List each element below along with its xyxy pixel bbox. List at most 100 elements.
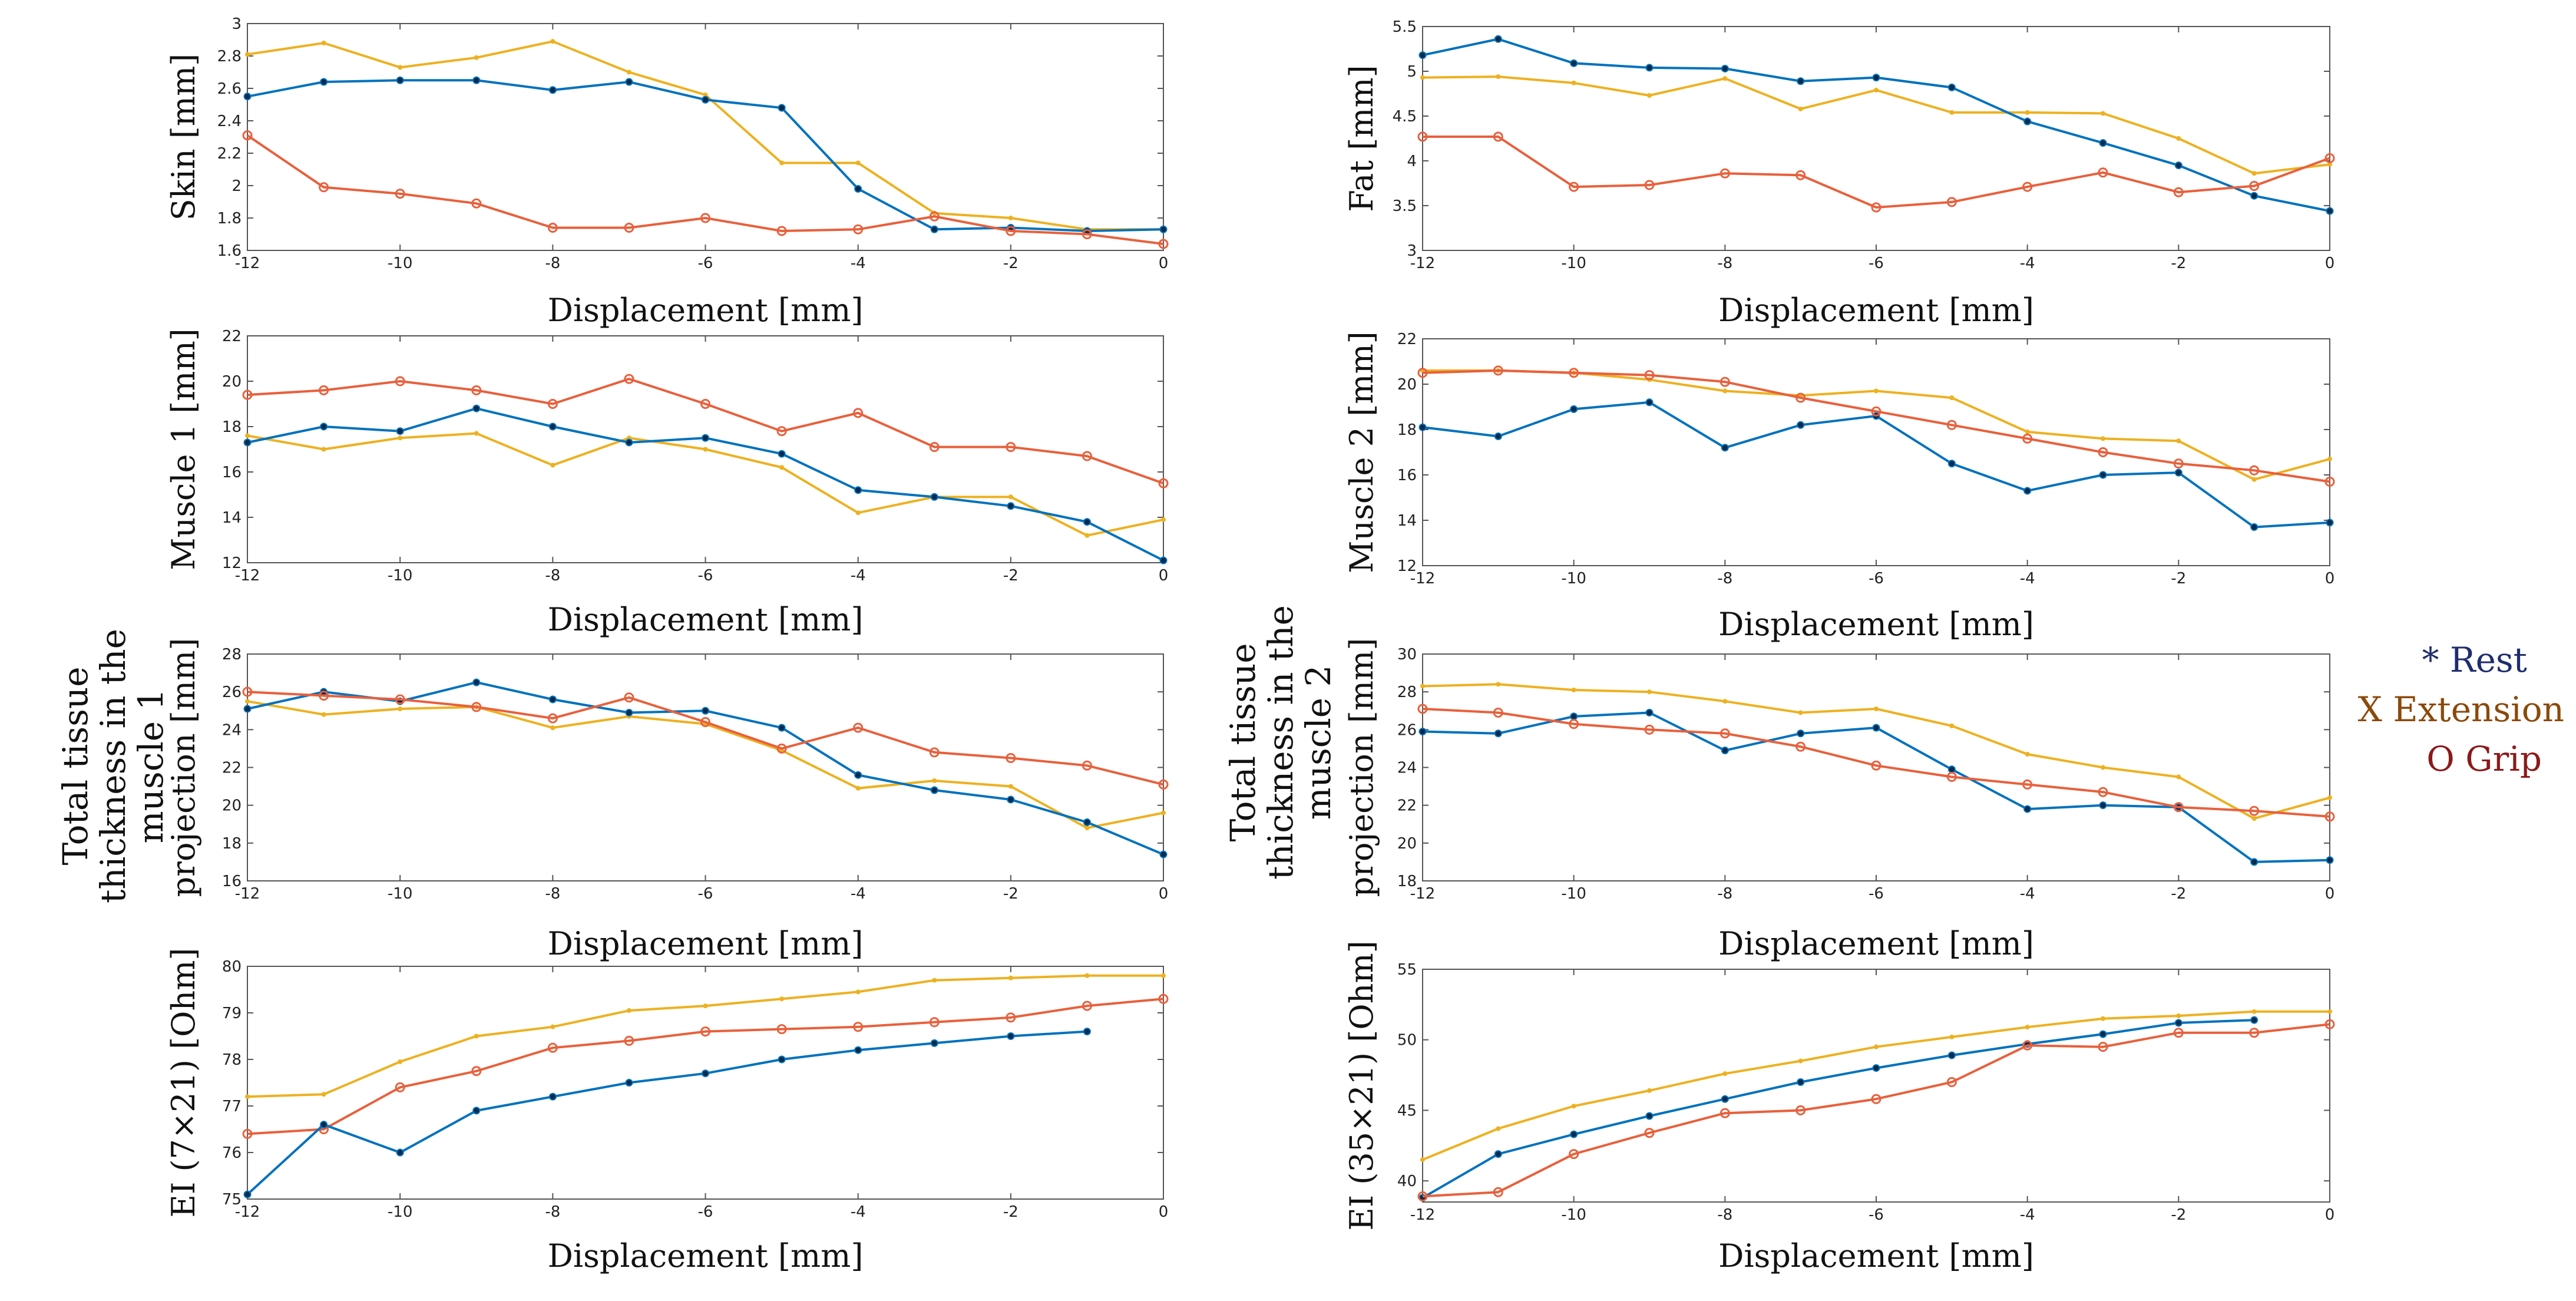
y-axis-label: Muscle 1 [mm]	[165, 328, 202, 570]
data-point-rest	[1007, 795, 1015, 804]
x-tick-label: -10	[388, 1203, 412, 1221]
data-point-grip	[1158, 779, 1169, 790]
x-tick-label: 0	[1159, 1203, 1169, 1221]
data-point-extension	[703, 1003, 708, 1009]
data-point-extension	[2327, 457, 2332, 462]
data-point-rest	[702, 706, 709, 715]
data-point-rest	[1159, 556, 1168, 564]
data-point-extension	[1647, 689, 1652, 695]
x-tick-label: -8	[545, 567, 560, 585]
data-point-rest	[1418, 423, 1427, 431]
data-point-extension	[1571, 687, 1576, 692]
data-point-rest	[2023, 117, 2032, 126]
x-axis-label: Displacement [mm]	[1718, 606, 2034, 643]
data-point-grip	[2173, 1028, 2184, 1038]
y-tick-label: 30	[1397, 646, 1417, 663]
data-point-rest	[1797, 1078, 1805, 1087]
y-tick-label: 45	[1397, 1102, 1417, 1120]
data-point-rest	[1083, 1028, 1091, 1036]
data-point-grip	[2324, 1019, 2335, 1029]
y-tick-label: 28	[1397, 683, 1417, 701]
data-point-rest	[930, 1039, 938, 1047]
x-tick-label: -10	[1561, 1206, 1586, 1224]
axes-frame	[247, 23, 1164, 251]
y-tick-label: 18	[1397, 873, 1417, 890]
data-point-extension	[1874, 87, 1879, 93]
y-tick-label: 79	[222, 1005, 242, 1022]
data-point-rest	[625, 78, 633, 86]
data-point-grip	[2173, 187, 2184, 197]
data-point-extension	[1647, 1088, 1652, 1093]
data-point-extension	[2101, 111, 2105, 116]
data-point-grip	[1644, 180, 1655, 190]
data-point-grip	[700, 1026, 710, 1037]
series-line-rest	[247, 407, 1164, 562]
series-grip	[242, 374, 1169, 488]
data-point-grip	[242, 130, 253, 141]
data-point-extension	[1949, 110, 1955, 115]
data-point-rest	[2326, 207, 2334, 215]
data-point-grip	[1082, 229, 1092, 239]
data-point-grip	[1795, 1105, 1806, 1115]
data-point-rest	[243, 93, 252, 101]
x-tick-label: -6	[698, 885, 713, 903]
data-point-rest	[2099, 139, 2107, 147]
data-point-extension	[1874, 1044, 1879, 1049]
data-point-grip	[1158, 993, 1169, 1004]
data-point-extension	[2025, 429, 2030, 434]
data-point-grip	[1569, 368, 1579, 378]
plots-group: -12 -10 -8 -6 -4 -2 0 1.6 1.8 2 2.2 2.4 2.6 2.8 3 Skin …	[165, 15, 2335, 1274]
data-point-rest	[2174, 161, 2183, 170]
data-point-extension	[398, 435, 403, 441]
data-point-rest	[1570, 59, 1578, 67]
data-point-rest	[396, 1148, 404, 1157]
data-point-rest	[854, 486, 862, 494]
data-point-rest	[854, 185, 862, 193]
data-point-extension	[2176, 136, 2181, 141]
data-point-extension	[245, 1094, 250, 1099]
x-tick-label: -6	[1869, 885, 1884, 903]
legend-rest: * Rest	[2422, 640, 2527, 680]
x-tick-label: -10	[388, 255, 412, 272]
data-point-grip	[1493, 707, 1503, 718]
data-point-extension	[1571, 1104, 1576, 1109]
series-grip	[1417, 365, 2335, 487]
data-point-extension	[398, 706, 403, 712]
data-point-extension	[1084, 533, 1090, 538]
data-point-grip	[700, 717, 710, 727]
series-rest	[1418, 35, 2334, 215]
data-point-grip	[1946, 197, 1957, 207]
series-line-rest	[1421, 1019, 2254, 1199]
y-tick-label: 22	[1397, 797, 1417, 815]
y-tick-label: 20	[222, 373, 242, 391]
data-point-grip	[1871, 760, 1881, 771]
data-point-extension	[2327, 795, 2332, 800]
data-point-rest	[2326, 856, 2334, 864]
x-axis-label: Displacement [mm]	[1718, 292, 2034, 329]
data-point-extension	[1008, 494, 1013, 500]
data-point-extension	[1161, 973, 1166, 978]
big-label-right-line3: muscle 2	[1298, 665, 1338, 820]
series-line-grip	[247, 998, 1164, 1135]
data-point-grip	[395, 189, 405, 199]
series-rest	[1418, 1016, 2258, 1202]
x-tick-label: -12	[235, 567, 260, 585]
axes-frame	[247, 653, 1164, 881]
y-tick-label: 1.6	[217, 242, 242, 260]
data-point-grip	[2324, 477, 2335, 487]
data-point-grip	[2249, 465, 2260, 476]
series-extension	[1420, 1009, 2332, 1163]
big-label-left-line1: Total tissue	[55, 666, 95, 865]
data-point-grip	[2098, 447, 2108, 457]
data-point-rest	[702, 434, 709, 442]
x-tick-label: -6	[1869, 255, 1884, 272]
big-label-right: Total tissue thickness in the muscle 2	[1223, 605, 1338, 880]
data-point-rest	[778, 724, 786, 732]
data-point-rest	[778, 450, 786, 458]
data-point-grip	[547, 223, 558, 233]
data-point-grip	[1158, 239, 1169, 249]
data-point-extension	[855, 510, 861, 516]
big-label-right-line2: thickness in the	[1261, 605, 1301, 880]
series-rest	[243, 678, 1168, 858]
x-tick-label: -4	[2020, 570, 2035, 587]
